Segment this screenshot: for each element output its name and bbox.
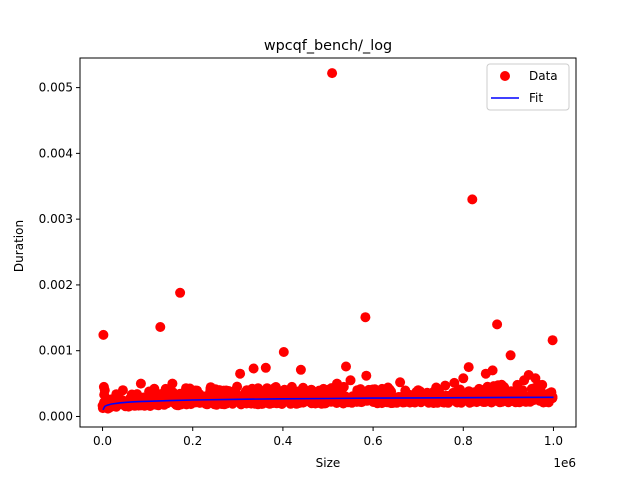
data-point bbox=[286, 381, 297, 392]
data-point bbox=[345, 375, 356, 386]
data-point bbox=[98, 329, 109, 340]
data-point bbox=[458, 373, 469, 384]
data-point bbox=[547, 335, 558, 346]
legend-label-data: Data bbox=[529, 69, 558, 83]
data-point bbox=[341, 361, 351, 372]
data-point bbox=[368, 385, 379, 396]
x-tick-label: 0.0 bbox=[93, 434, 112, 448]
data-point bbox=[266, 385, 277, 396]
x-tick-label: 1.0 bbox=[544, 434, 563, 448]
legend-marker-data bbox=[500, 71, 510, 81]
data-point bbox=[386, 386, 397, 397]
data-point bbox=[248, 363, 259, 374]
data-point bbox=[395, 377, 406, 388]
legend: Data Fit bbox=[486, 63, 570, 111]
data-point bbox=[440, 380, 451, 391]
data-point bbox=[338, 381, 349, 392]
data-point bbox=[181, 383, 191, 394]
data-point bbox=[528, 384, 539, 395]
data-point bbox=[241, 385, 252, 396]
data-point bbox=[422, 387, 433, 398]
data-point bbox=[356, 397, 367, 408]
data-point bbox=[510, 397, 521, 407]
data-point bbox=[492, 319, 503, 330]
data-point bbox=[487, 365, 498, 376]
data-point bbox=[208, 386, 218, 397]
data-point bbox=[530, 373, 541, 384]
data-point bbox=[260, 362, 271, 373]
y-axis-label: Duration bbox=[12, 220, 26, 272]
data-point bbox=[467, 194, 478, 205]
data-point bbox=[255, 389, 266, 400]
data-point bbox=[361, 370, 372, 381]
y-tick-label: 0.002 bbox=[39, 278, 73, 292]
data-point bbox=[377, 383, 388, 394]
data-point bbox=[318, 383, 329, 394]
data-point bbox=[170, 396, 181, 407]
data-point bbox=[135, 378, 146, 389]
y-tick-label: 0.000 bbox=[39, 409, 73, 423]
chart-title: wpcqf_bench/_log bbox=[264, 38, 392, 54]
data-point bbox=[413, 385, 424, 396]
data-point bbox=[235, 368, 246, 379]
data-point bbox=[327, 68, 338, 79]
plot-area: 0.0 0.2 0.4 0.6 0.8 1.0 0.000 0.001 0.002 0.003 0.… bbox=[39, 57, 577, 448]
data-point bbox=[536, 393, 546, 404]
legend-label-fit: Fit bbox=[529, 91, 543, 105]
data-point bbox=[438, 397, 449, 408]
x-tick-label: 0.2 bbox=[183, 434, 202, 448]
x-tick-label: 0.6 bbox=[364, 434, 383, 448]
x-tick-label: 0.8 bbox=[454, 434, 473, 448]
data-point bbox=[352, 385, 363, 396]
data-point bbox=[449, 377, 460, 388]
data-point bbox=[99, 385, 110, 396]
data-point bbox=[463, 362, 474, 373]
x-tick-label: 0.4 bbox=[273, 434, 292, 448]
data-point bbox=[360, 312, 371, 323]
data-point bbox=[175, 287, 186, 298]
y-tick-label: 0.004 bbox=[39, 146, 73, 160]
data-point bbox=[278, 347, 289, 357]
data-point bbox=[474, 383, 485, 394]
data-point bbox=[497, 391, 507, 402]
x-axis-offset-label: 1e6 bbox=[553, 456, 576, 470]
data-point bbox=[537, 379, 548, 390]
data-point bbox=[370, 395, 381, 406]
data-point bbox=[167, 378, 178, 389]
data-point bbox=[498, 381, 509, 392]
y-tick-label: 0.001 bbox=[39, 344, 73, 358]
data-point bbox=[155, 322, 166, 332]
data-point bbox=[431, 382, 442, 393]
y-tick-label: 0.005 bbox=[39, 81, 73, 95]
x-axis-label: Size bbox=[316, 456, 341, 470]
data-point bbox=[250, 398, 261, 409]
data-point bbox=[149, 389, 160, 400]
axes-frame bbox=[79, 57, 577, 428]
data-point bbox=[309, 391, 320, 402]
data-point bbox=[543, 388, 554, 399]
data-point bbox=[129, 391, 140, 402]
data-point bbox=[464, 391, 474, 402]
data-point bbox=[295, 364, 306, 375]
data-point bbox=[505, 350, 516, 361]
fit-line bbox=[102, 396, 554, 411]
y-tick-label: 0.003 bbox=[39, 212, 73, 226]
data-point bbox=[160, 383, 171, 394]
data-point bbox=[449, 391, 460, 402]
